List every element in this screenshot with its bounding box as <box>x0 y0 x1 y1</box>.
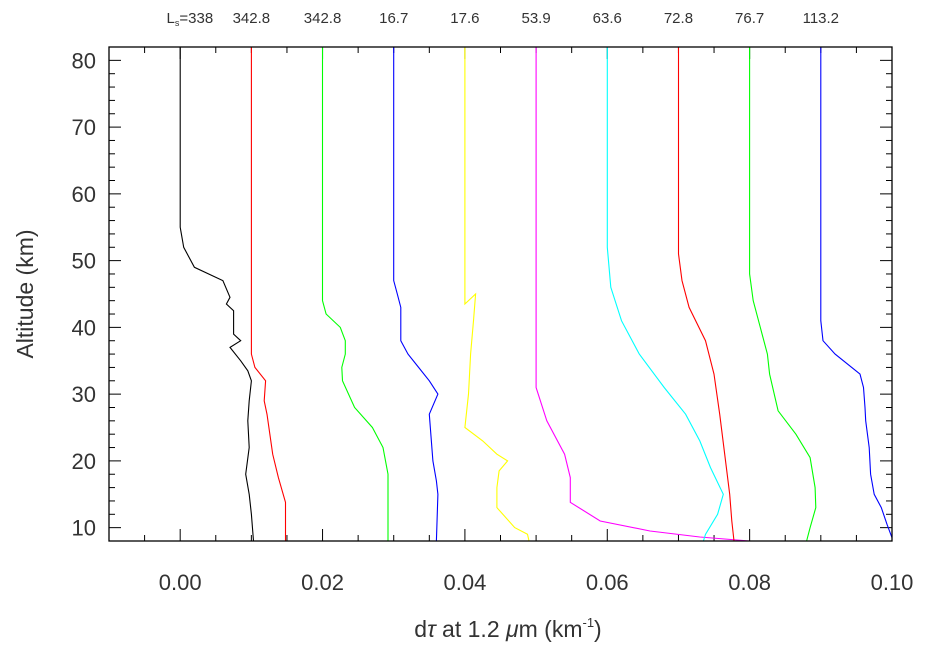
x-axis-title-middle: at 1.2 <box>436 616 506 642</box>
y-tick-label: 60 <box>72 182 96 207</box>
y-tick-label: 30 <box>72 382 96 407</box>
x-axis-title-mu: μ <box>505 616 519 642</box>
series-label: Ls=338 <box>167 10 214 28</box>
x-tick-label: 0.04 <box>443 570 486 595</box>
x-axis-title-close: ) <box>594 616 602 642</box>
series-line <box>749 47 817 542</box>
series-line <box>250 47 287 541</box>
series-label: 16.7 <box>379 10 408 27</box>
x-tick-label: 0.00 <box>159 570 202 595</box>
x-tick-label: 0.06 <box>586 570 629 595</box>
ticks-layer <box>108 47 893 541</box>
series-label: 63.6 <box>593 10 622 27</box>
x-tick-label: 0.02 <box>301 570 344 595</box>
series-label: 342.8 <box>304 10 342 27</box>
series-layer <box>179 47 893 542</box>
y-tick-label: 20 <box>72 449 96 474</box>
series-line <box>179 47 255 542</box>
series-label: 342.8 <box>233 10 271 27</box>
series-label: 72.8 <box>664 10 693 27</box>
series-line <box>820 47 893 538</box>
series-line <box>606 47 724 542</box>
series-line <box>535 47 750 542</box>
series-label: 17.6 <box>450 10 479 27</box>
y-axis-title: Altitude (km) <box>12 229 38 358</box>
x-axis-title-tau: τ <box>427 616 437 642</box>
y-tick-label: 50 <box>72 249 96 274</box>
plot-frame <box>108 46 893 542</box>
series-line <box>464 47 530 542</box>
y-tick-label: 70 <box>72 115 96 140</box>
x-axis-title-exponent: -1 <box>582 615 594 630</box>
series-line <box>321 47 389 541</box>
series-line <box>677 47 735 542</box>
x-tick-label: 0.08 <box>728 570 771 595</box>
series-label: 53.9 <box>521 10 550 27</box>
x-axis-title: dτ at 1.2 μm (km-1) <box>414 615 601 642</box>
labels-layer: 10 20 30 40 50 60 70 80 0.00 0.02 0.04 0.06 0.08 0.10… <box>72 10 914 595</box>
y-tick-label: 80 <box>72 48 96 73</box>
series-label: 76.7 <box>735 10 764 27</box>
y-tick-label: 10 <box>72 516 96 541</box>
x-axis-title-prefix: d <box>414 616 427 642</box>
x-axis-title-unit: m (km <box>519 616 583 642</box>
x-tick-label: 0.10 <box>871 570 914 595</box>
series-line <box>393 47 439 542</box>
y-tick-label: 40 <box>72 315 96 340</box>
series-label: 113.2 <box>803 10 839 27</box>
